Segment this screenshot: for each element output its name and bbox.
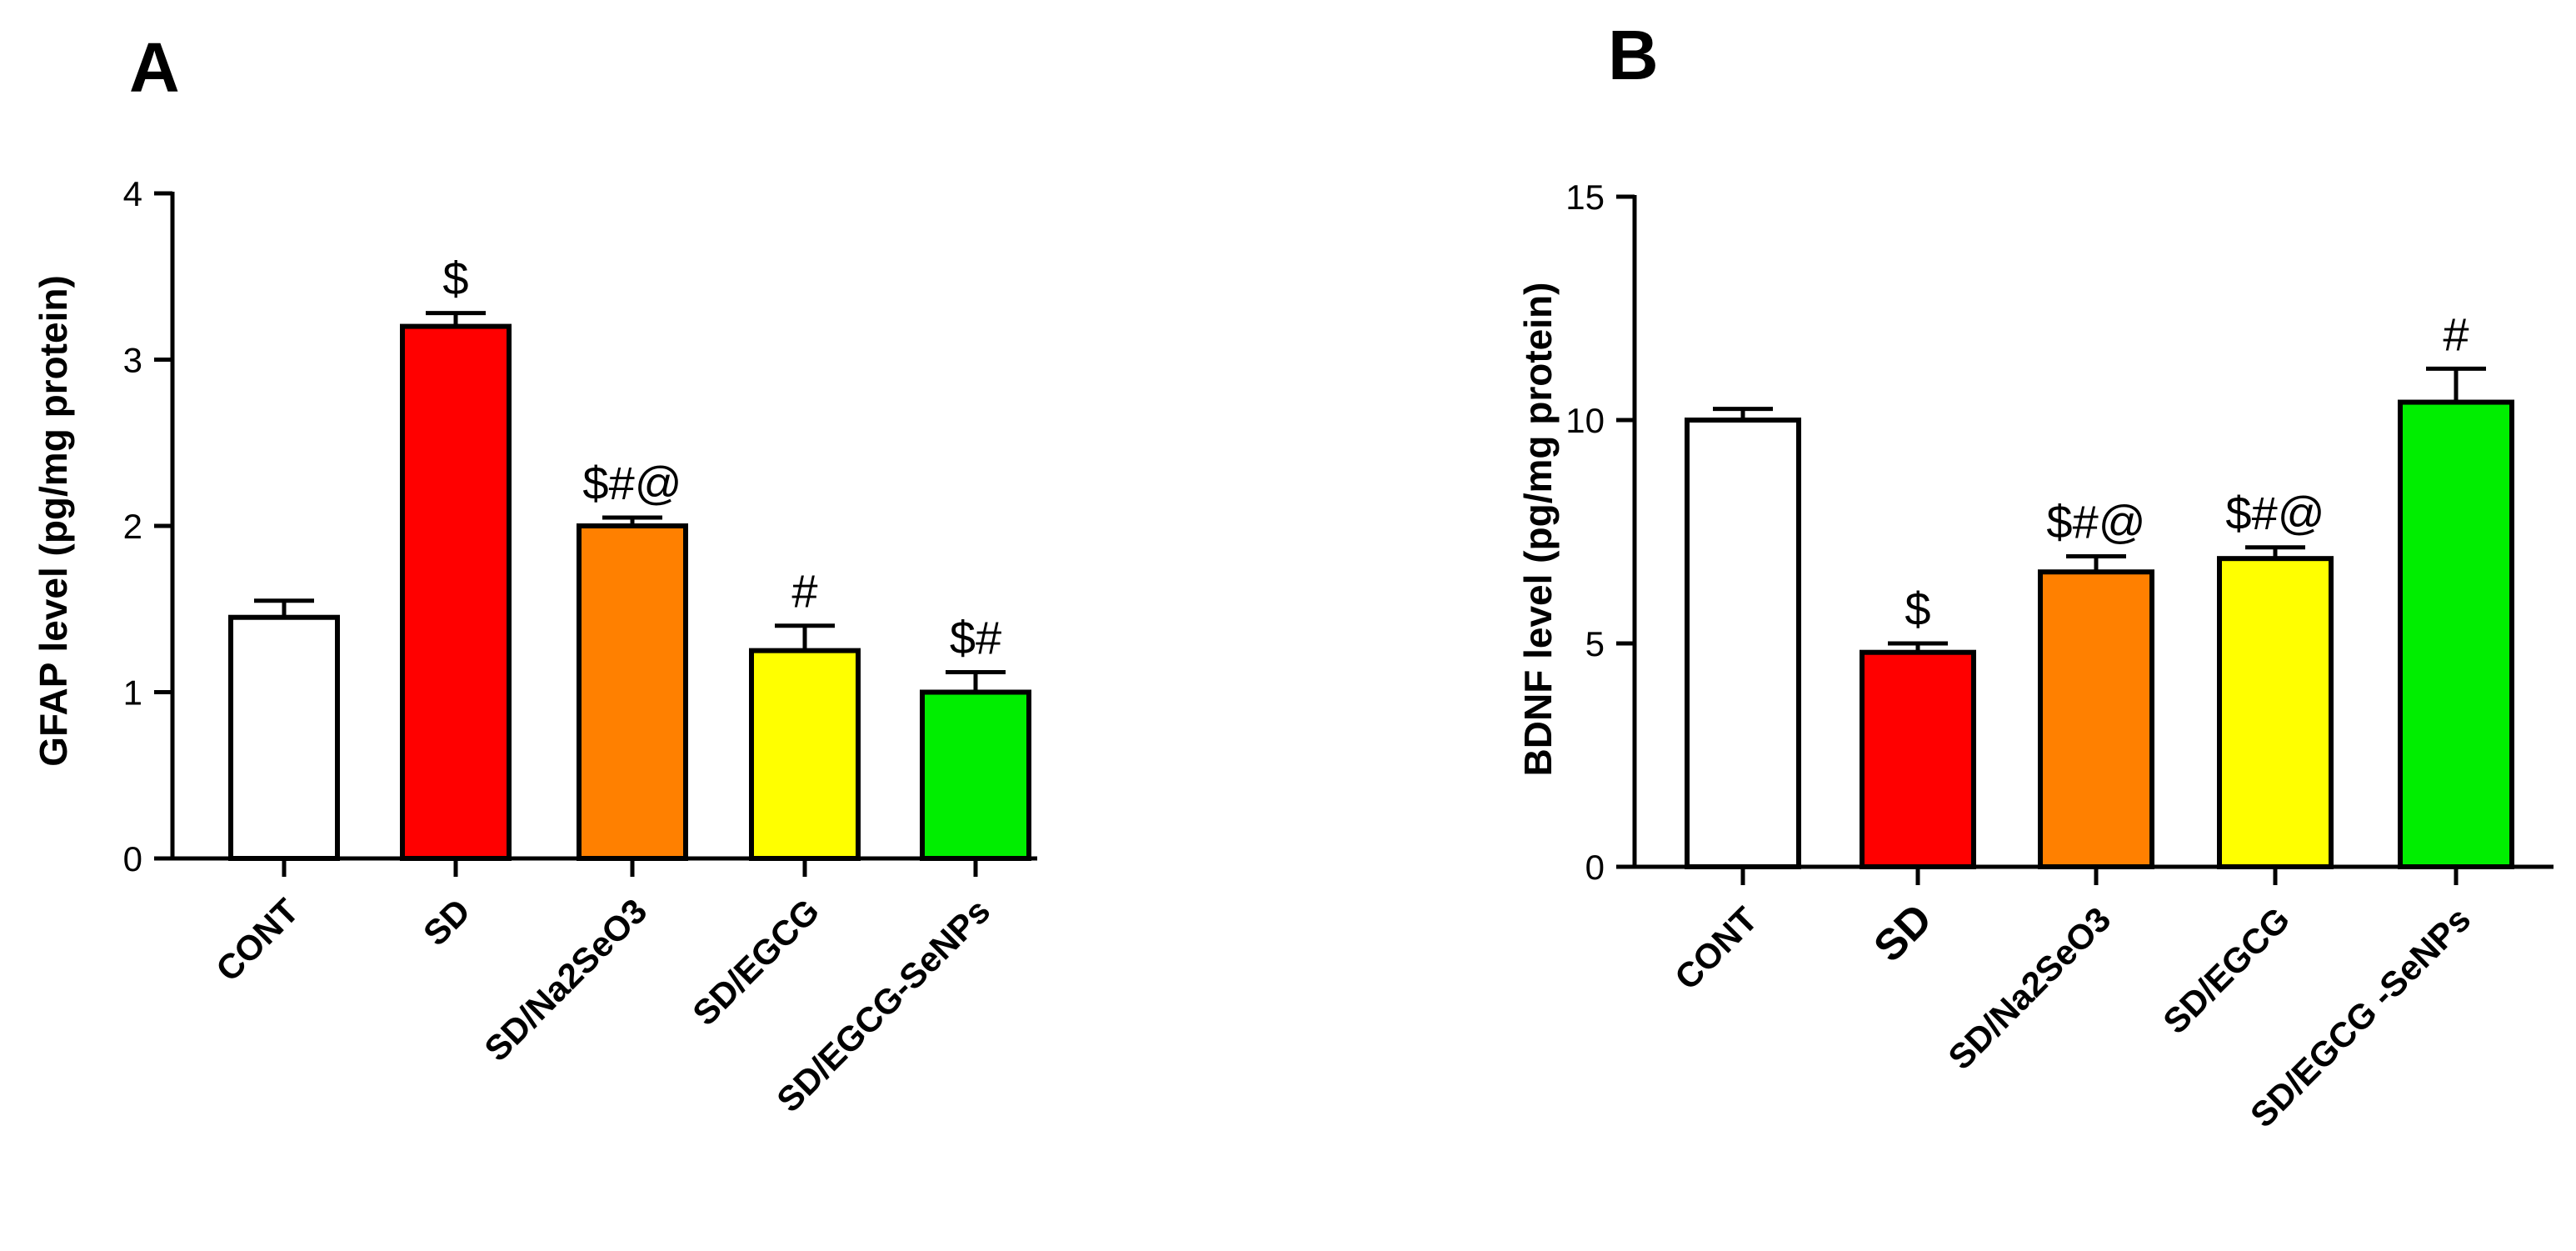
panel-a-y-tick-label: 0 (123, 839, 142, 878)
panel-a-letter: A (129, 28, 180, 107)
panel-b-y-tick-label: 0 (1585, 848, 1605, 887)
panel-a-y-tick-label: 1 (123, 673, 142, 713)
panel-a-y-tick-label: 4 (123, 174, 142, 213)
panel-a-y-tick-label: 3 (123, 341, 142, 380)
panel-a-significance-label: # (791, 565, 817, 618)
panel-b-bar (1685, 418, 1801, 869)
panel-b-bar (2038, 569, 2154, 869)
panel-b-bar (2398, 399, 2514, 869)
panel-b-y-tick-label: 15 (1565, 178, 1605, 217)
panel-b-y-tick-label: 10 (1565, 401, 1605, 440)
panel-a-significance-label: $# (950, 612, 1001, 664)
panel-a-bar (228, 614, 340, 861)
panel-b-bar (1860, 649, 1976, 869)
panel-b-y-axis-title: BDNF level (pg/mg protein) (1516, 283, 1560, 777)
panel-a-significance-label: $#@ (582, 457, 681, 509)
panel-a-bar (577, 523, 688, 861)
panel-a-gfap-chart: A GFAP level (pg/mg protein) 01234CONT$S… (32, 28, 1037, 1119)
panel-a-y-tick-label: 2 (123, 507, 142, 546)
panel-a-significance-label: $ (442, 253, 468, 305)
panel-b-letter: B (1608, 16, 1659, 94)
panel-b-significance-label: $#@ (2225, 487, 2324, 539)
panel-a-bar (749, 648, 861, 861)
panel-b-significance-label: # (2443, 308, 2469, 360)
panel-b-bar (2217, 556, 2334, 869)
panel-b-significance-label: $ (1905, 583, 1930, 635)
panel-a-bar (920, 689, 1031, 861)
panel-b-significance-label: $#@ (2046, 495, 2145, 548)
panel-a-bar (400, 323, 512, 862)
panel-a-y-axis-title: GFAP level (pg/mg protein) (32, 275, 75, 767)
panel-b-y-tick-label: 5 (1585, 624, 1605, 663)
